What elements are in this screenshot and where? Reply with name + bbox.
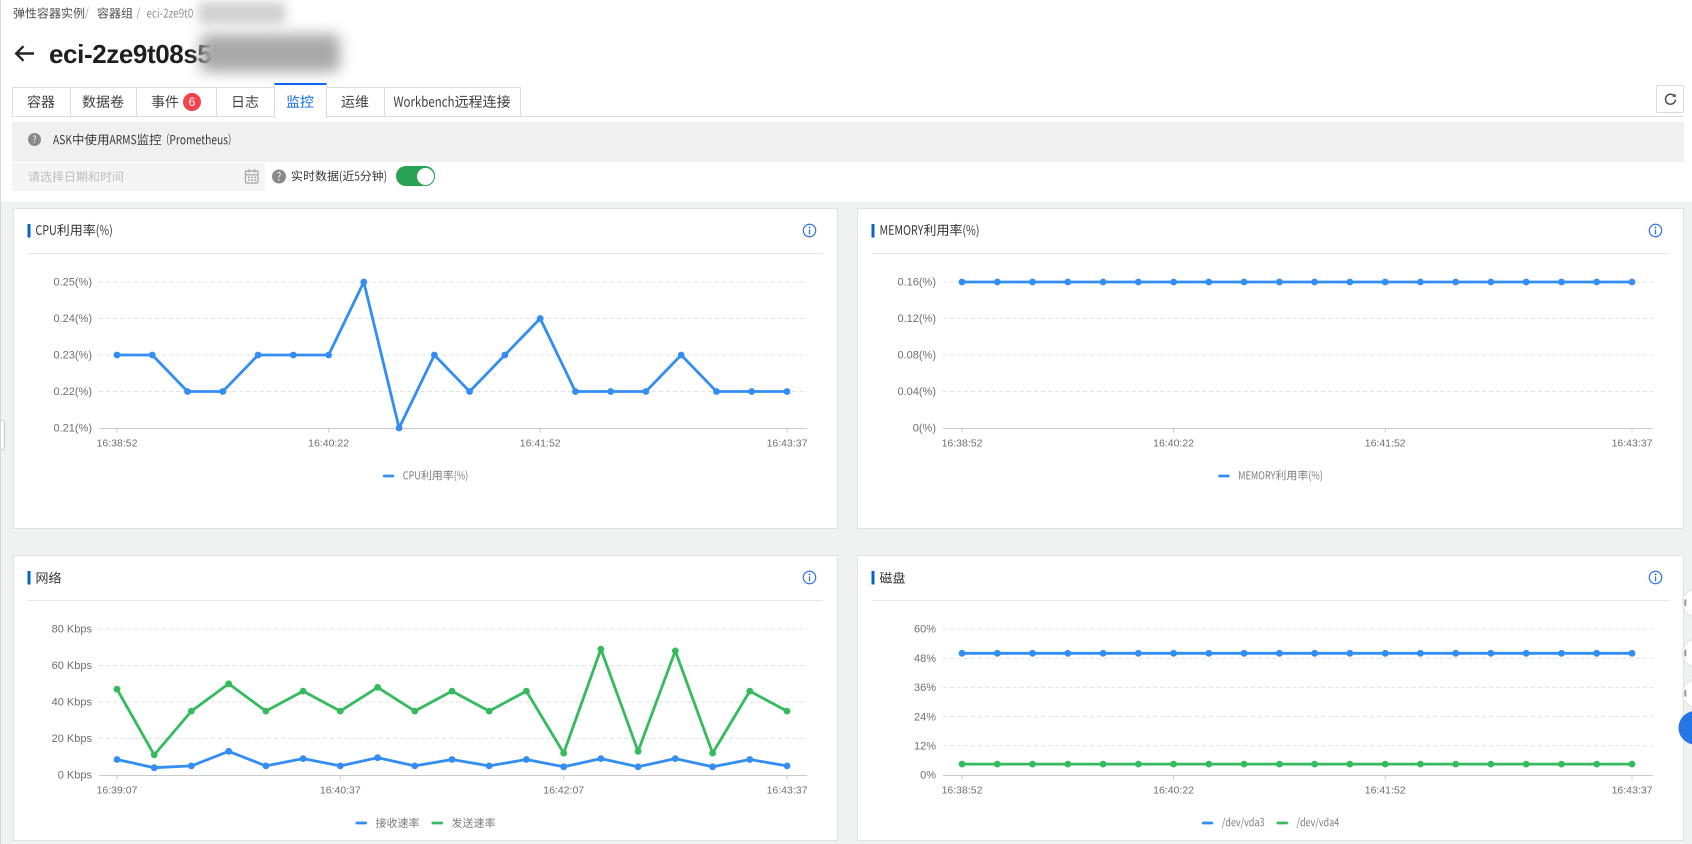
svg-text:0.16(%): 0.16(%) — [897, 277, 936, 289]
svg-text:16:40:22: 16:40:22 — [1153, 785, 1194, 797]
svg-text:0.08(%): 0.08(%) — [897, 350, 936, 362]
svg-text:60%: 60% — [914, 624, 936, 636]
svg-text:16:43:37: 16:43:37 — [767, 785, 808, 797]
svg-text:60 Kbps: 60 Kbps — [52, 660, 93, 672]
svg-text:0.24(%): 0.24(%) — [53, 313, 92, 325]
svg-text:16:41:52: 16:41:52 — [1365, 785, 1406, 797]
svg-text:16:38:52: 16:38:52 — [942, 438, 983, 450]
svg-text:16:38:52: 16:38:52 — [97, 438, 138, 450]
svg-text:16:39:07: 16:39:07 — [97, 785, 138, 797]
svg-text:16:43:37: 16:43:37 — [1612, 785, 1653, 797]
svg-text:16:42:07: 16:42:07 — [543, 785, 584, 797]
svg-text:0(%): 0(%) — [913, 423, 936, 435]
svg-text:16:40:37: 16:40:37 — [320, 785, 361, 797]
svg-text:0.04(%): 0.04(%) — [897, 386, 936, 398]
svg-text:0.25(%): 0.25(%) — [53, 277, 92, 289]
svg-text:16:41:52: 16:41:52 — [1365, 438, 1406, 450]
svg-text:16:38:52: 16:38:52 — [942, 785, 983, 797]
svg-text:16:41:52: 16:41:52 — [520, 438, 561, 450]
svg-text:40 Kbps: 40 Kbps — [52, 697, 93, 709]
svg-text:0.12(%): 0.12(%) — [897, 313, 936, 325]
svg-text:80 Kbps: 80 Kbps — [52, 624, 93, 636]
svg-text:0 Kbps: 0 Kbps — [58, 770, 93, 782]
svg-text:36%: 36% — [914, 682, 936, 694]
svg-text:12%: 12% — [914, 741, 936, 753]
svg-text:0.21(%): 0.21(%) — [53, 423, 92, 435]
svg-text:16:40:22: 16:40:22 — [308, 438, 349, 450]
svg-text:0.23(%): 0.23(%) — [53, 350, 92, 362]
svg-text:16:43:37: 16:43:37 — [1612, 438, 1653, 450]
svg-text:24%: 24% — [914, 711, 936, 723]
svg-text:20 Kbps: 20 Kbps — [52, 733, 93, 745]
svg-text:16:43:37: 16:43:37 — [767, 438, 808, 450]
svg-text:16:40:22: 16:40:22 — [1153, 438, 1194, 450]
svg-text:0.22(%): 0.22(%) — [53, 386, 92, 398]
svg-text:0%: 0% — [920, 770, 936, 782]
svg-text:48%: 48% — [914, 653, 936, 665]
